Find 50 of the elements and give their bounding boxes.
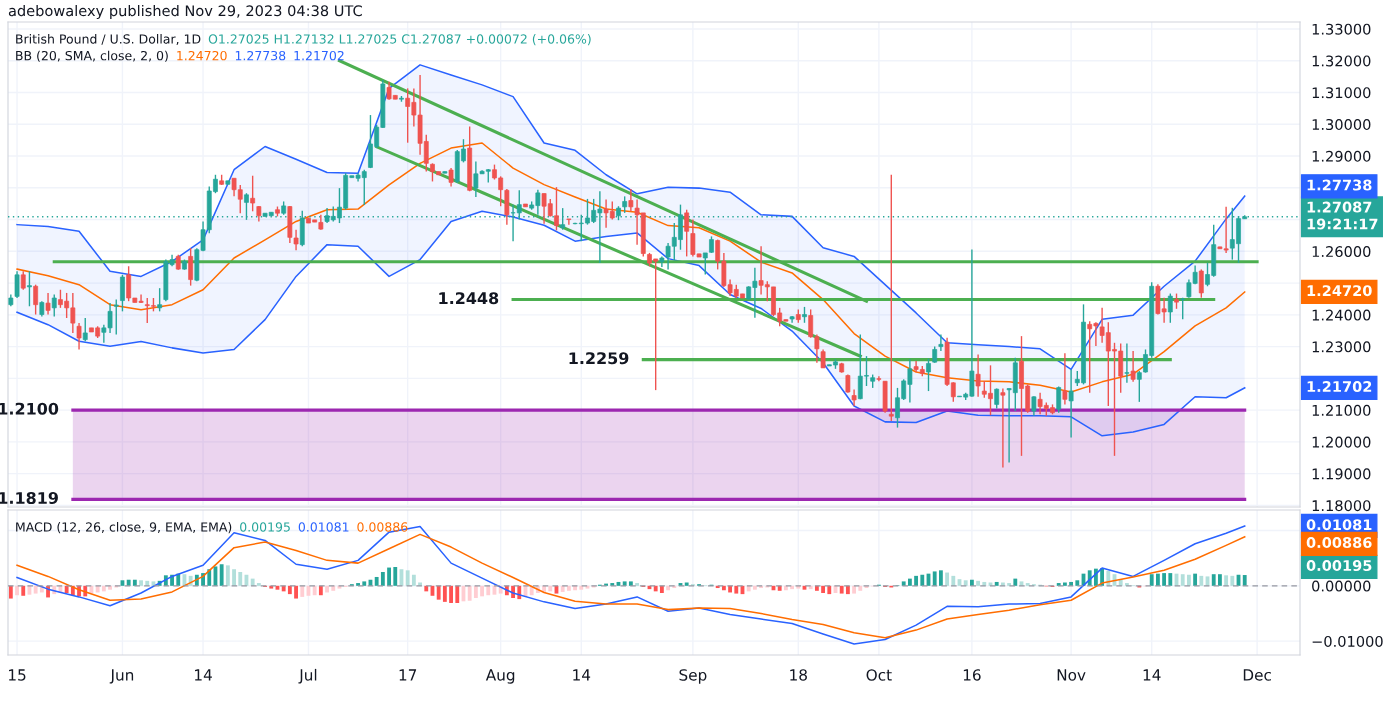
series-label: 1.1819 bbox=[0, 491, 58, 505]
y-tick-label: 0.00000 bbox=[1312, 580, 1371, 592]
y-tick-label: 1.32000 bbox=[1312, 55, 1371, 67]
y-tick-label: −0.01000 bbox=[1312, 635, 1383, 647]
annotation: 0.00195 bbox=[240, 522, 290, 532]
x-tick-label: Jul bbox=[298, 668, 317, 684]
x-tick-label: Nov bbox=[1057, 669, 1086, 681]
series-label: 1.2448 bbox=[439, 292, 499, 305]
y-tick-label: 1.33000 bbox=[1312, 23, 1371, 35]
y-tick-label: 1.23000 bbox=[1312, 341, 1371, 353]
y-tick-label: 1.19000 bbox=[1312, 468, 1371, 480]
text: BB (20, SMA, close, 2, 0) bbox=[16, 50, 168, 62]
text: adebowalexy published Nov 29, 2023 04:38 UTC bbox=[8, 4, 362, 20]
annotation: O1.27025 H1.27132 L1.27025 C1.27087 +0.00072 (+0.06%) bbox=[208, 34, 591, 46]
x-tick-label: Dec bbox=[1243, 669, 1271, 681]
y-tick-label: 1.20000 bbox=[1312, 436, 1371, 448]
series-label: 1.2259 bbox=[569, 352, 629, 365]
ref-line-label: 1.27087 19:21:17 bbox=[1307, 201, 1378, 230]
y-tick-label: 1.30000 bbox=[1312, 118, 1371, 131]
text: MACD (12, 26, close, 9, EMA, EMA) bbox=[16, 522, 232, 534]
x-tick-label: Sep bbox=[679, 669, 707, 684]
y-tick-label: 1.31000 bbox=[1312, 87, 1371, 99]
text: 1.27738 bbox=[1307, 179, 1372, 191]
y-tick-label: 1.26000 bbox=[1312, 246, 1371, 258]
x-tick-label: 14 bbox=[195, 669, 212, 681]
x-tick-label: Oct bbox=[866, 669, 892, 681]
x-tick-label: 16 bbox=[963, 669, 981, 681]
text: 0.01081 bbox=[1306, 519, 1372, 531]
x-tick-label: 18 bbox=[790, 669, 807, 681]
text: 1.21702 bbox=[1307, 381, 1372, 393]
annotation: 1.21702 bbox=[294, 50, 344, 61]
x-tick-label: Jun bbox=[109, 669, 134, 684]
y-tick-label: 1.21000 bbox=[1312, 404, 1371, 416]
y-tick-label: 1.24000 bbox=[1312, 309, 1371, 321]
annotation: 0.01081 bbox=[298, 522, 349, 532]
y-tick-label: 1.18000 bbox=[1312, 500, 1371, 512]
annotation: 1.24720 bbox=[177, 50, 227, 61]
x-tick-label: 14 bbox=[1143, 669, 1161, 681]
x-tick-label: 17 bbox=[399, 669, 417, 681]
text: 0.00195 bbox=[1306, 560, 1372, 572]
annotation: 1.27738 bbox=[235, 50, 286, 61]
annotation: 0.00886 bbox=[357, 522, 408, 532]
text: 1.24720 bbox=[1307, 285, 1372, 297]
series-label: 1.2100 bbox=[0, 402, 59, 415]
x-tick-label: 14 bbox=[573, 669, 591, 681]
x-tick-label: 15 bbox=[9, 669, 26, 681]
x-tick-label: Aug bbox=[485, 669, 515, 684]
y-tick-label: 1.29000 bbox=[1312, 150, 1371, 162]
text: British Pound / U.S. Dollar, 1D bbox=[16, 34, 201, 45]
text: 0.00886 bbox=[1306, 537, 1372, 549]
